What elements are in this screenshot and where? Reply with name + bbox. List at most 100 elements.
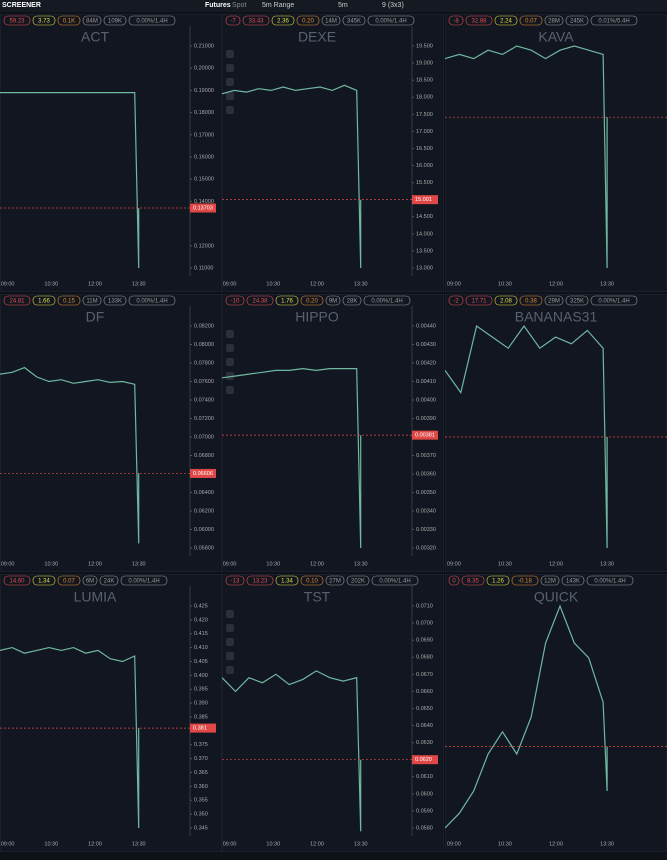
price-label: 0.381 <box>193 726 207 732</box>
y-tick-label: 0.375 <box>194 742 208 748</box>
badge <box>367 15 415 26</box>
x-tick-label: 13:30 <box>354 841 368 847</box>
badge <box>586 575 634 586</box>
y-tick-label: 0.365 <box>194 770 208 776</box>
x-tick-label: 12:00 <box>310 281 324 287</box>
y-tick-label: 0.19000 <box>194 88 214 94</box>
badge-text: 14.60 <box>9 579 25 585</box>
badge <box>82 295 102 306</box>
badge-text: 325K <box>570 299 584 305</box>
y-tick-label: 0.12000 <box>194 243 214 249</box>
price-line <box>445 324 608 549</box>
y-tick-label: 0.410 <box>194 645 208 651</box>
price-line <box>222 84 362 269</box>
badge <box>300 575 324 586</box>
range-select[interactable]: 5m Range <box>262 2 295 9</box>
panel-title: QUICK <box>534 589 579 605</box>
y-tick-label: 0.00410 <box>416 379 436 385</box>
y-tick-label: 0.390 <box>194 701 208 707</box>
price-tag <box>412 430 438 440</box>
y-tick-label: 0.06200 <box>194 508 214 514</box>
price-line <box>445 604 608 829</box>
badge <box>128 295 176 306</box>
badge <box>296 15 320 26</box>
badge-text: 0.20 <box>306 299 318 305</box>
chart-panel: -8 32.88 2.24 0.07 28M 245K 0.01%/5.4H KAVA 09:0… <box>445 14 667 292</box>
badge <box>103 15 127 26</box>
badge <box>342 295 362 306</box>
x-tick-label: 12:00 <box>88 281 102 287</box>
badge-text: 0.07 <box>63 579 75 585</box>
chart-panel: 59.23 3.73 0.1K 84M 109K 0.00%/1.4H ACT 0.21000… <box>0 14 222 292</box>
badge <box>225 575 245 586</box>
badge <box>3 575 31 586</box>
y-tick-label: 13.500 <box>416 248 433 254</box>
x-tick-label: 13:30 <box>354 281 368 287</box>
y-tick-label: 0.0670 <box>416 672 433 678</box>
badge <box>363 295 411 306</box>
tool-icon <box>226 638 234 646</box>
badge-text: 0.00%/1.4H <box>379 579 410 585</box>
badge <box>465 15 493 26</box>
badge-text: 27M <box>329 579 341 585</box>
price-tag <box>412 195 438 205</box>
x-tick-label: 09:00 <box>223 281 237 287</box>
y-tick-label: 15.500 <box>416 180 433 186</box>
tool-icon <box>226 358 234 366</box>
panel-bg <box>445 294 667 572</box>
panel-title: KAVA <box>538 29 574 45</box>
badge <box>544 15 564 26</box>
chart-panel: 14.60 1.34 0.07 6M 24K 0.00%/1.4H LUMIA 0.425 0.… <box>0 574 222 852</box>
badge <box>99 575 119 586</box>
x-tick-label: 13:30 <box>354 561 368 567</box>
badge <box>32 575 56 586</box>
badge <box>275 295 299 306</box>
y-tick-label: 16.000 <box>416 163 433 169</box>
y-tick-label: 0.0580 <box>416 825 433 831</box>
y-tick-label: 17.000 <box>416 129 433 135</box>
badge-text: 0.00%/1.4H <box>598 299 629 305</box>
badge <box>540 575 560 586</box>
panel-title: HIPPO <box>295 309 339 325</box>
chart-panel: -10 24.38 1.76 0.20 9M 28K 0.00%/1.4H HIPPO 0.00… <box>222 294 444 572</box>
interval-select[interactable]: 5m <box>338 2 348 9</box>
badge <box>57 15 81 26</box>
y-tick-label: 0.355 <box>194 798 208 804</box>
x-tick-label: 12:00 <box>88 841 102 847</box>
price-line <box>0 366 140 544</box>
y-tick-label: 0.385 <box>194 714 208 720</box>
badge-text: 28K <box>347 299 358 305</box>
x-tick-label: 10:30 <box>44 841 58 847</box>
panel-bg <box>222 14 444 292</box>
x-tick-label: 09:00 <box>223 841 237 847</box>
badge-text: 133K <box>108 299 122 305</box>
spot-tab[interactable]: Spot <box>232 2 247 9</box>
y-tick-label: 0.00400 <box>416 397 436 403</box>
layout-select[interactable]: 9 (3x3) <box>382 2 404 9</box>
y-tick-label: 0.395 <box>194 687 208 693</box>
y-tick-label: 0.06800 <box>194 453 214 459</box>
badge-text: 2.08 <box>500 299 512 305</box>
tool-icon <box>226 372 234 380</box>
y-tick-label: 0.0690 <box>416 638 433 644</box>
y-tick-label: 0.15000 <box>194 177 214 183</box>
tool-icon <box>226 610 234 618</box>
badge-text: -10 <box>231 299 240 305</box>
badge <box>300 295 324 306</box>
badge <box>565 295 589 306</box>
x-tick-label: 12:00 <box>549 841 563 847</box>
x-tick-label: 10:30 <box>44 281 58 287</box>
badge <box>275 575 299 586</box>
y-tick-label: 0.00430 <box>416 342 436 348</box>
badge-text: 0.00%/1.4H <box>371 299 402 305</box>
badge-text: 29M <box>548 299 560 305</box>
panel-bg <box>222 294 444 572</box>
y-tick-label: 0.0610 <box>416 774 433 780</box>
x-tick-label: 13:30 <box>132 561 146 567</box>
badge-text: 0 <box>452 579 456 585</box>
market-tab[interactable]: Futures <box>205 2 231 9</box>
price-tag <box>412 755 438 765</box>
badge-text: -2 <box>453 299 459 305</box>
y-tick-label: 16.500 <box>416 146 433 152</box>
